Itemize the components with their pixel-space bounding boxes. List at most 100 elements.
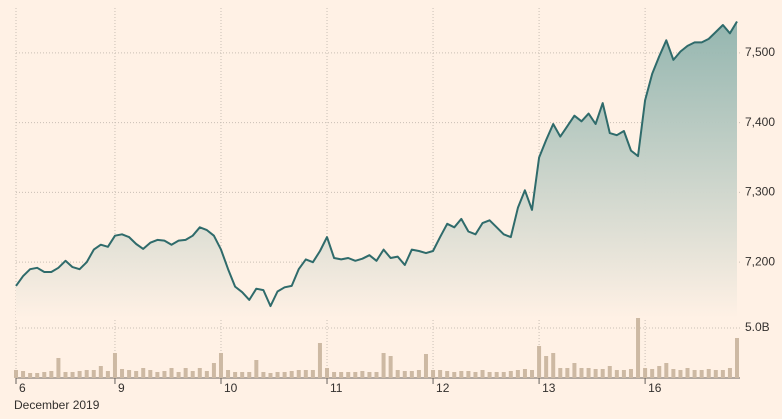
- volume-bar: [120, 369, 125, 378]
- volume-bar: [127, 370, 132, 378]
- volume-bar: [310, 370, 315, 378]
- price-area: [16, 21, 737, 318]
- volume-bar: [346, 372, 351, 378]
- volume-bar: [445, 371, 450, 378]
- x-axis-label: December 2019: [14, 398, 100, 412]
- volume-bar: [423, 354, 428, 378]
- volume-bar: [409, 371, 414, 378]
- volume-bar: [35, 373, 40, 378]
- volume-bar: [190, 371, 195, 378]
- volume-bar: [692, 370, 697, 378]
- volume-bar: [63, 372, 68, 378]
- volume-bar: [657, 366, 662, 378]
- volume-bar: [28, 373, 33, 378]
- volume-bar: [218, 353, 223, 378]
- volume-bar: [332, 372, 337, 378]
- volume-bar: [713, 370, 718, 378]
- volume-bar: [459, 371, 464, 378]
- volume-bar: [91, 370, 96, 378]
- volume-bar: [530, 370, 535, 378]
- x-tick-label: 9: [118, 381, 125, 395]
- y-tick-label: 7,200: [745, 254, 775, 268]
- volume-bar: [70, 372, 75, 378]
- x-tick-label: 16: [648, 381, 662, 395]
- volume-bar: [452, 372, 457, 378]
- volume-bar: [226, 370, 231, 378]
- volume-bar: [628, 369, 633, 378]
- volume-bar: [480, 370, 485, 378]
- volume-bar: [112, 353, 117, 378]
- volume-bar: [720, 370, 725, 378]
- volume-bar: [211, 363, 216, 378]
- price-line: [15, 20, 738, 308]
- volume-bar: [685, 368, 690, 378]
- x-tick-label: 13: [542, 381, 556, 395]
- volume-bar: [664, 363, 669, 378]
- volume-bar: [84, 370, 89, 378]
- volume-bar: [176, 372, 181, 378]
- volume-bar: [438, 370, 443, 378]
- volume-bar: [317, 343, 322, 378]
- volume-bar: [282, 372, 287, 378]
- volume-bar: [600, 369, 605, 378]
- volume-bar: [367, 372, 372, 378]
- volume-bar: [678, 370, 683, 378]
- volume-bar: [148, 370, 153, 378]
- volume-bar: [501, 372, 506, 378]
- volume-bar: [494, 372, 499, 378]
- volume-bar: [98, 366, 103, 378]
- volume-bar: [395, 370, 400, 378]
- y-tick-label: 7,500: [745, 45, 775, 59]
- volume-bar: [565, 368, 570, 378]
- volume-bar: [402, 371, 407, 378]
- volume-bar: [636, 307, 641, 378]
- volume-bar: [240, 372, 245, 378]
- y-tick-label: 7,400: [745, 115, 775, 129]
- volume-bar: [473, 372, 478, 378]
- volume-bar: [49, 371, 54, 378]
- volume-bar: [14, 370, 18, 378]
- volume-bar: [735, 338, 739, 378]
- volume-bar: [268, 373, 273, 378]
- volume-bar: [339, 372, 344, 378]
- volume-bar: [155, 372, 160, 378]
- volume-bar: [671, 369, 676, 378]
- volume-bar: [21, 371, 26, 378]
- volume-bar: [416, 370, 421, 378]
- volume-bar: [169, 368, 174, 378]
- volume-bar: [197, 368, 202, 378]
- volume-bar: [275, 372, 280, 378]
- x-tick-label: 12: [436, 381, 450, 395]
- volume-bar: [487, 372, 492, 378]
- volume-bar: [572, 363, 577, 378]
- volume-bar: [388, 356, 393, 378]
- volume-bar: [296, 370, 301, 378]
- volume-bar: [105, 371, 110, 378]
- volume-bar: [508, 371, 513, 378]
- volume-bar: [515, 370, 520, 378]
- volume-bar: [261, 372, 266, 378]
- volume-bar: [353, 372, 358, 378]
- x-tick-label: 10: [224, 381, 238, 395]
- volume-bar: [134, 371, 139, 378]
- volume-bar: [77, 371, 82, 378]
- volume-bar: [537, 346, 542, 378]
- volume-bar: [183, 368, 188, 378]
- volume-bar: [544, 356, 549, 378]
- volume-bar: [254, 360, 259, 378]
- y-tick-label: 7,300: [745, 185, 775, 199]
- volume-bar: [247, 372, 252, 378]
- volume-bar: [607, 366, 612, 378]
- volume-bar: [466, 371, 471, 378]
- volume-bar: [579, 368, 584, 378]
- volume-bar: [586, 368, 591, 378]
- y-tick-label: 5.0B: [745, 320, 770, 334]
- volume-bar: [431, 370, 436, 378]
- volume-bar: [204, 371, 209, 378]
- volume-bar: [56, 358, 61, 378]
- volume-bar: [614, 370, 619, 378]
- volume-bar: [374, 372, 379, 378]
- volume-bar: [522, 369, 527, 378]
